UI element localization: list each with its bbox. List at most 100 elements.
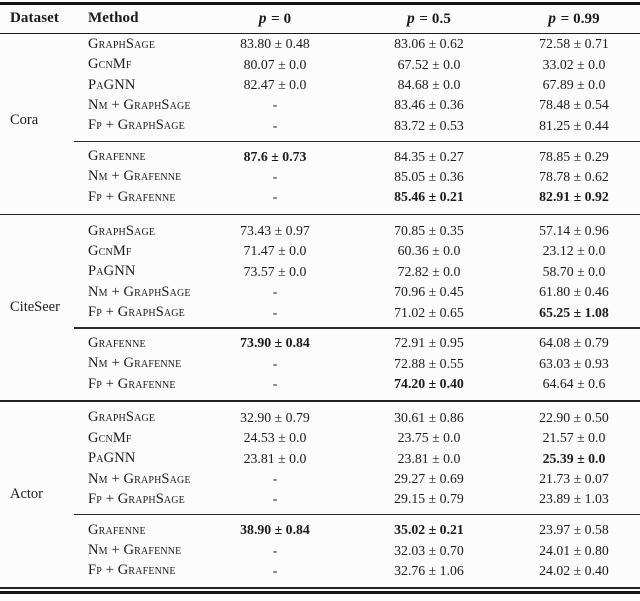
table-header-row: Dataset Method p = 0 p = 0.5 p = 0.99 xyxy=(0,5,640,33)
group-divider-rule xyxy=(0,400,640,402)
table-row: PaGNN 82.47 ± 0.0 84.68 ± 0.0 67.89 ± 0.0 xyxy=(74,75,640,95)
table-row: GraphSage 73.43 ± 0.97 70.85 ± 0.35 57.14 ±… xyxy=(74,221,640,241)
header-rule xyxy=(0,32,640,35)
value-cell: 23.75 ± 0.0 xyxy=(397,430,461,446)
value-cell: 67.89 ± 0.0 xyxy=(542,77,606,93)
table-row: Nm + GraphSage - 29.27 ± 0.69 21.73 ± 0.07 xyxy=(74,469,640,489)
dataset-group: CiteSeer GraphSage 73.43 ± 0.97 70.85 ± 0.3… xyxy=(0,221,640,394)
table-row: GcnMf 71.47 ± 0.0 60.36 ± 0.0 23.12 ± 0.0 xyxy=(74,241,640,261)
value-cell: 85.05 ± 0.36 xyxy=(394,168,464,184)
method-label: Nm + GraphSage xyxy=(88,96,191,113)
value-cell: 23.97 ± 0.58 xyxy=(539,522,609,538)
p-symbol: p xyxy=(407,9,415,27)
value-cell: - xyxy=(272,471,278,487)
method-label: GraphSage xyxy=(88,409,156,426)
value-cell: 72.91 ± 0.95 xyxy=(394,335,464,351)
value-cell: 64.64 ± 0.6 xyxy=(542,376,606,392)
value-cell: 81.25 ± 0.44 xyxy=(539,117,609,133)
method-label: Nm + GraphSage xyxy=(88,470,191,487)
table-row: Fp + Grafenne - 74.20 ± 0.40 64.64 ± 0.6 xyxy=(74,374,640,394)
value-cell: 22.90 ± 0.50 xyxy=(539,409,609,425)
value-cell: 24.53 ± 0.0 xyxy=(243,430,307,446)
column-header-p099: p = 0.99 xyxy=(508,10,640,28)
value-cell: 72.82 ± 0.0 xyxy=(397,263,461,279)
method-label: GcnMf xyxy=(88,429,132,446)
table-row: PaGNN 73.57 ± 0.0 72.82 ± 0.0 58.70 ± 0.0 xyxy=(74,262,640,282)
p-symbol: p xyxy=(258,9,267,27)
value-cell: 60.36 ± 0.0 xyxy=(397,243,461,259)
method-label: Grafenne xyxy=(88,521,146,538)
value-cell: 70.96 ± 0.45 xyxy=(394,284,464,300)
value-cell: 84.68 ± 0.0 xyxy=(397,77,461,93)
group-rows: GraphSage 73.43 ± 0.97 70.85 ± 0.35 57.14 ±… xyxy=(74,221,640,394)
value-cell: 78.78 ± 0.62 xyxy=(539,168,609,184)
value-cell: 67.52 ± 0.0 xyxy=(397,56,461,72)
section-divider-rule xyxy=(74,514,640,516)
method-label: Nm + GraphSage xyxy=(88,283,191,300)
method-label: GraphSage xyxy=(88,35,156,52)
dataset-group: Actor GraphSage 32.90 ± 0.79 30.61 ± 0.86 22… xyxy=(0,408,640,581)
value-cell: 64.08 ± 0.79 xyxy=(539,335,609,351)
value-cell: 32.03 ± 0.70 xyxy=(394,542,464,558)
method-label: GcnMf xyxy=(88,56,132,73)
section-divider-rule xyxy=(74,140,640,142)
table-row: Fp + GraphSage - 29.15 ± 0.79 23.89 ± 1.03 xyxy=(74,489,640,509)
table-row: Nm + Grafenne - 85.05 ± 0.36 78.78 ± 0.62 xyxy=(74,167,640,187)
value-cell: - xyxy=(272,189,278,205)
value-cell: 82.47 ± 0.0 xyxy=(243,77,307,93)
value-cell: 65.25 ± 1.08 xyxy=(539,304,609,320)
value-cell: 35.02 ± 0.21 xyxy=(394,522,464,538)
value-cell: - xyxy=(272,376,278,392)
value-cell: 29.15 ± 0.79 xyxy=(394,491,464,507)
p-value: = 0.5 xyxy=(419,10,451,27)
value-cell: - xyxy=(272,284,278,300)
section-divider-rule xyxy=(74,327,640,329)
dataset-group: Cora GraphSage 83.80 ± 0.48 83.06 ± 0.62 72.… xyxy=(0,34,640,207)
value-cell: 73.57 ± 0.0 xyxy=(243,263,307,279)
value-cell: - xyxy=(272,491,278,507)
value-cell: 72.88 ± 0.55 xyxy=(394,355,464,371)
value-cell: - xyxy=(272,168,278,184)
column-header-p05: p = 0.5 xyxy=(350,10,508,28)
value-cell: 71.02 ± 0.65 xyxy=(394,304,464,320)
value-cell: - xyxy=(272,355,278,371)
value-cell: 74.20 ± 0.40 xyxy=(394,376,464,392)
column-header-p0: p = 0 xyxy=(200,10,350,28)
value-cell: 61.80 ± 0.46 xyxy=(539,284,609,300)
method-label: Fp + Grafenne xyxy=(88,562,176,579)
value-cell: 32.90 ± 0.79 xyxy=(240,409,310,425)
method-label: Fp + GraphSage xyxy=(88,304,185,321)
table-row: Grafenne 38.90 ± 0.84 35.02 ± 0.21 23.97 ± … xyxy=(74,520,640,540)
method-label: Nm + Grafenne xyxy=(88,542,182,559)
group-rows: GraphSage 83.80 ± 0.48 83.06 ± 0.62 72.58 ±… xyxy=(74,34,640,207)
value-cell: - xyxy=(272,117,278,133)
value-cell: 33.02 ± 0.0 xyxy=(542,56,606,72)
value-cell: 63.03 ± 0.93 xyxy=(539,355,609,371)
table-row: Nm + Grafenne - 72.88 ± 0.55 63.03 ± 0.93 xyxy=(74,354,640,374)
value-cell: - xyxy=(272,97,278,113)
method-label: Grafenne xyxy=(88,334,146,351)
value-cell: 21.73 ± 0.07 xyxy=(539,471,609,487)
value-cell: 25.39 ± 0.0 xyxy=(542,450,606,466)
value-cell: 87.6 ± 0.73 xyxy=(243,148,307,164)
table-row: GraphSage 32.90 ± 0.79 30.61 ± 0.86 22.90 ±… xyxy=(74,408,640,428)
table-row: Fp + Grafenne - 32.76 ± 1.06 24.02 ± 0.40 xyxy=(74,561,640,581)
value-cell: 24.02 ± 0.40 xyxy=(539,562,609,578)
method-label: Grafenne xyxy=(88,148,146,165)
table-row: PaGNN 23.81 ± 0.0 23.81 ± 0.0 25.39 ± 0.0 xyxy=(74,449,640,469)
method-label: GraphSage xyxy=(88,222,156,239)
value-cell: 24.01 ± 0.80 xyxy=(539,542,609,558)
p-symbol: p xyxy=(548,9,557,27)
value-cell: 23.12 ± 0.0 xyxy=(542,243,606,259)
value-cell: 83.80 ± 0.48 xyxy=(240,36,310,52)
value-cell: 85.46 ± 0.21 xyxy=(394,189,464,205)
value-cell: 32.76 ± 1.06 xyxy=(394,562,464,578)
value-cell: - xyxy=(272,562,278,578)
table-row: Nm + GraphSage - 83.46 ± 0.36 78.48 ± 0.54 xyxy=(74,95,640,115)
value-cell: 30.61 ± 0.86 xyxy=(394,409,464,425)
value-cell: 78.48 ± 0.54 xyxy=(539,97,609,113)
value-cell: 73.90 ± 0.84 xyxy=(240,335,310,351)
value-cell: 58.70 ± 0.0 xyxy=(542,263,606,279)
value-cell: 83.72 ± 0.53 xyxy=(394,117,464,133)
